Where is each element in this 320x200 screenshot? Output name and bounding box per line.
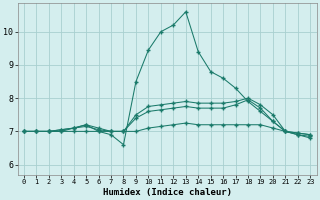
X-axis label: Humidex (Indice chaleur): Humidex (Indice chaleur) [103, 188, 232, 197]
